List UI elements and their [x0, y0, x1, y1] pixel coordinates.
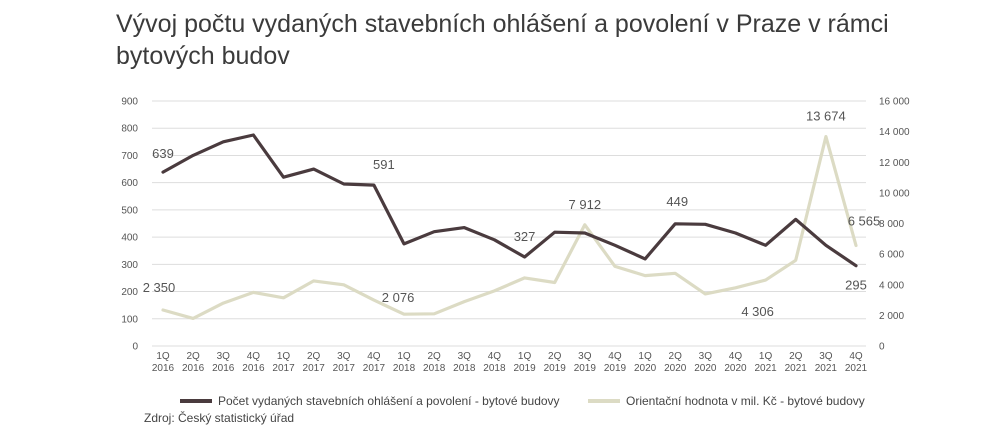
data-label-value: 6 565 — [848, 213, 881, 228]
x-tick-year: 2017 — [303, 363, 326, 374]
x-tick-quarter: 2Q — [428, 351, 442, 362]
x-tick-year: 2018 — [453, 363, 476, 374]
x-axis-ticks: 1Q20162Q20163Q20164Q20161Q20172Q20173Q20… — [152, 351, 868, 374]
legend-label-value: Orientační hodnota v mil. Kč - bytové bu… — [626, 394, 865, 408]
right-tick-label: 14 000 — [879, 127, 910, 138]
gridlines — [152, 100, 866, 347]
legend-item-count: Počet vydaných stavebních ohlášení a pov… — [180, 394, 560, 408]
x-tick-quarter: 4Q — [247, 351, 261, 362]
x-tick-quarter: 1Q — [518, 351, 532, 362]
left-tick-label: 500 — [121, 205, 138, 216]
source-note: Zdroj: Český statistický úřad — [144, 411, 295, 425]
right-tick-label: 12 000 — [879, 158, 910, 169]
legend-swatch-count — [180, 399, 212, 403]
data-labels: 639 591 327 449 295 2 350 2 076 7 912 4 306 13 67… — [143, 109, 881, 319]
left-tick-label: 400 — [121, 233, 138, 244]
x-tick-quarter: 1Q — [759, 351, 773, 362]
data-label-count: 295 — [845, 278, 867, 293]
x-tick-year: 2016 — [152, 363, 175, 374]
x-tick-year: 2018 — [423, 363, 446, 374]
x-tick-quarter: 1Q — [277, 351, 291, 362]
left-tick-label: 0 — [132, 342, 138, 353]
x-tick-quarter: 4Q — [608, 351, 622, 362]
x-tick-year: 2021 — [754, 363, 777, 374]
left-tick-label: 200 — [121, 287, 138, 298]
x-tick-year: 2021 — [785, 363, 808, 374]
series-line-value — [161, 135, 858, 320]
data-label-value: 4 306 — [741, 304, 774, 319]
x-tick-year: 2020 — [664, 363, 687, 374]
right-tick-label: 10 000 — [879, 188, 910, 199]
right-tick-label: 0 — [879, 342, 885, 353]
x-tick-quarter: 4Q — [488, 351, 502, 362]
x-tick-year: 2019 — [513, 363, 536, 374]
x-tick-quarter: 1Q — [397, 351, 411, 362]
data-label-count: 591 — [373, 157, 395, 172]
x-tick-year: 2016 — [242, 363, 265, 374]
series-line-count — [161, 133, 858, 268]
x-tick-quarter: 3Q — [337, 351, 351, 362]
x-tick-year: 2020 — [694, 363, 717, 374]
x-tick-quarter: 4Q — [729, 351, 743, 362]
data-label-value: 7 912 — [569, 197, 602, 212]
x-tick-quarter: 3Q — [819, 351, 833, 362]
x-tick-year: 2017 — [272, 363, 295, 374]
data-label-value: 13 674 — [806, 109, 846, 124]
series-lines — [161, 133, 858, 320]
x-tick-quarter: 3Q — [458, 351, 472, 362]
x-tick-quarter: 2Q — [186, 351, 200, 362]
chart-title: Vývoj počtu vydaných stavebních ohlášení… — [116, 10, 889, 70]
right-tick-label: 6 000 — [879, 250, 904, 261]
x-tick-year: 2019 — [604, 363, 627, 374]
x-tick-quarter: 1Q — [638, 351, 652, 362]
x-tick-year: 2020 — [634, 363, 657, 374]
x-tick-year: 2016 — [212, 363, 235, 374]
x-tick-quarter: 3Q — [699, 351, 713, 362]
x-tick-quarter: 2Q — [669, 351, 683, 362]
x-tick-year: 2019 — [574, 363, 597, 374]
x-tick-quarter: 3Q — [217, 351, 231, 362]
x-tick-quarter: 4Q — [367, 351, 381, 362]
data-label-count: 327 — [514, 229, 536, 244]
x-tick-year: 2018 — [483, 363, 506, 374]
x-tick-year: 2020 — [724, 363, 747, 374]
left-tick-label: 800 — [121, 124, 138, 135]
x-tick-year: 2017 — [333, 363, 356, 374]
right-tick-label: 4 000 — [879, 280, 904, 291]
left-tick-label: 700 — [121, 151, 138, 162]
x-tick-year: 2019 — [544, 363, 567, 374]
x-tick-year: 2016 — [182, 363, 205, 374]
right-tick-label: 2 000 — [879, 311, 904, 322]
right-tick-label: 16 000 — [879, 97, 910, 108]
left-tick-label: 300 — [121, 260, 138, 271]
right-axis-ticks: 0 2 000 4 000 6 000 8 000 10 000 12 000 14 000 1… — [879, 97, 910, 353]
x-tick-year: 2018 — [393, 363, 416, 374]
x-tick-quarter: 3Q — [578, 351, 592, 362]
x-tick-year: 2021 — [845, 363, 868, 374]
left-axis-ticks: 0 100 200 300 400 500 600 700 800 900 — [121, 97, 138, 353]
left-tick-label: 600 — [121, 178, 138, 189]
x-tick-quarter: 4Q — [849, 351, 863, 362]
x-tick-quarter: 2Q — [548, 351, 562, 362]
x-tick-year: 2017 — [363, 363, 386, 374]
data-label-count: 639 — [152, 146, 174, 161]
x-tick-quarter: 2Q — [789, 351, 803, 362]
x-tick-quarter: 1Q — [156, 351, 170, 362]
x-tick-quarter: 2Q — [307, 351, 321, 362]
x-tick-year: 2021 — [815, 363, 838, 374]
left-tick-label: 900 — [121, 97, 138, 108]
legend-item-value: Orientační hodnota v mil. Kč - bytové bu… — [588, 394, 865, 408]
data-label-count: 449 — [666, 194, 688, 209]
data-label-value: 2 076 — [382, 290, 415, 305]
legend-label-count: Počet vydaných stavebních ohlášení a pov… — [218, 394, 560, 408]
legend-swatch-value — [588, 399, 620, 403]
right-tick-label: 8 000 — [879, 219, 904, 230]
left-tick-label: 100 — [121, 314, 138, 325]
data-label-value: 2 350 — [143, 280, 176, 295]
